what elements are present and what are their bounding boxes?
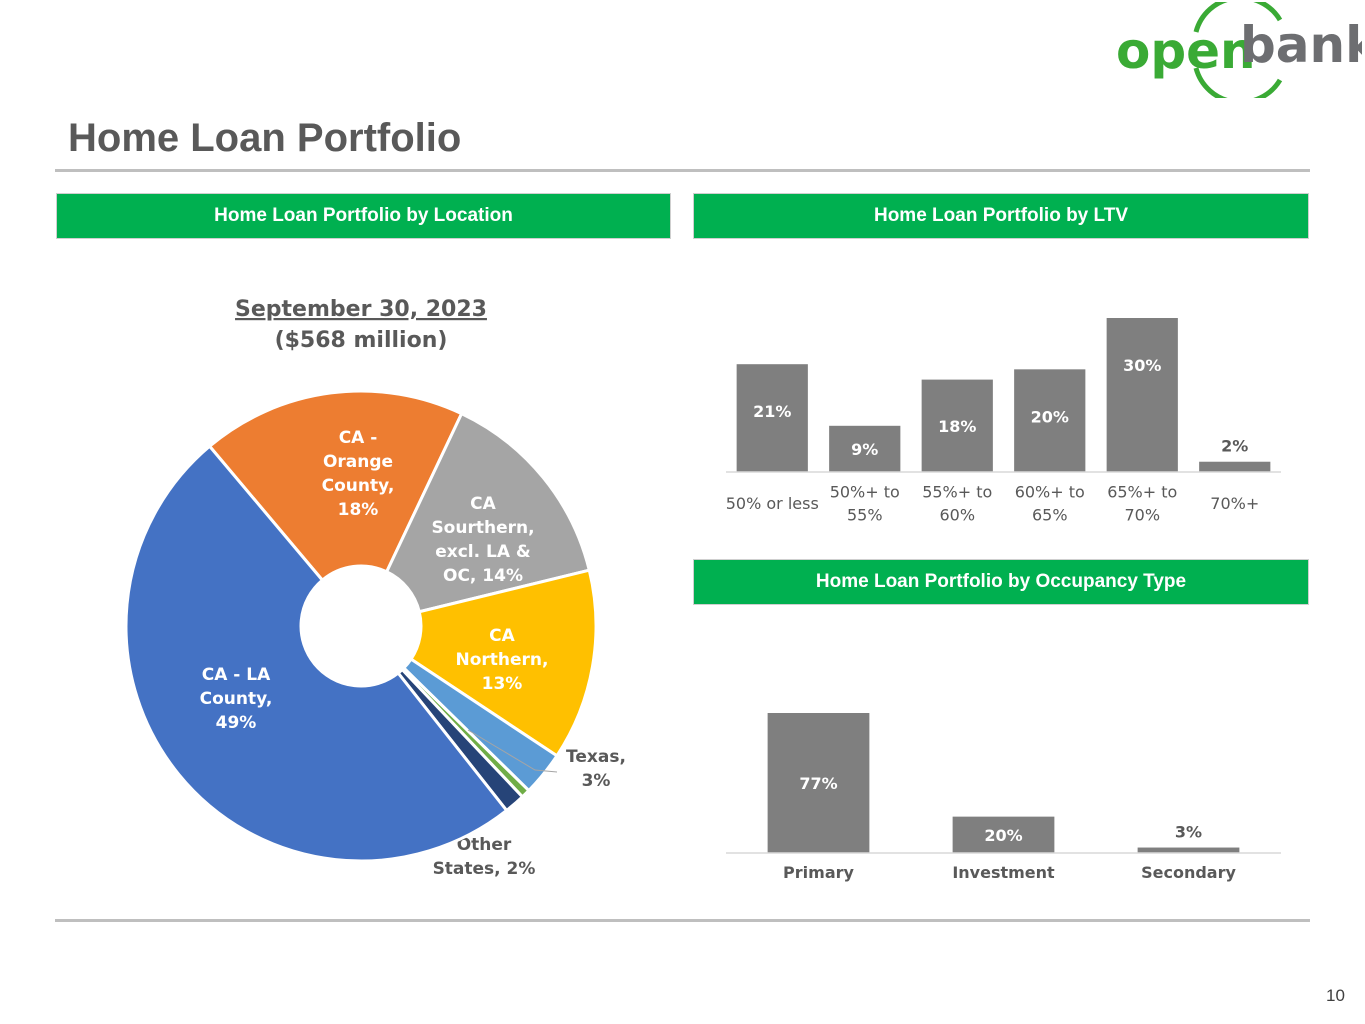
bar xyxy=(767,713,870,853)
category-tick-label-line: 65% xyxy=(1032,506,1068,525)
bar-data-label: 30% xyxy=(1123,356,1161,375)
pie-slice-label-line: Other xyxy=(457,835,512,855)
pie-slice xyxy=(408,568,598,758)
pie-slice-label-line: County, xyxy=(322,476,395,496)
pie-slice-label: CA Sourthern, excl. LA & OC, 14% xyxy=(431,494,534,586)
footer-divider xyxy=(55,919,1310,922)
pie-slice-label-line: Sourthern, xyxy=(431,518,534,538)
pie-slice-label: CA Northern, 13% xyxy=(456,626,549,694)
location-section-header: Home Loan Portfolio by Location xyxy=(56,193,671,239)
pie-slice-label-line: 18% xyxy=(338,500,379,520)
bar-data-label: 77% xyxy=(799,774,837,793)
pie-slice-label-line: County, xyxy=(200,689,273,709)
category-tick-label: 55%+ to 60% xyxy=(922,483,992,525)
category-tick-label-line: 60%+ to xyxy=(1015,483,1085,502)
pie-title: September 30, 2023 xyxy=(235,297,487,322)
pie-slice-label-line: Texas, xyxy=(566,747,626,767)
pie-slice-label-line: CA xyxy=(489,626,515,646)
category-tick-label-line: 55% xyxy=(847,506,883,525)
openbank-logo: open bank xyxy=(1116,2,1362,98)
category-tick-label: 50%+ to 55% xyxy=(830,483,900,525)
occupancy-section-header: Home Loan Portfolio by Occupancy Type xyxy=(693,559,1309,605)
category-tick-label-line: 70%+ xyxy=(1210,494,1259,513)
category-tick-label: Secondary xyxy=(1141,863,1236,882)
bar-data-label: 20% xyxy=(1031,407,1069,426)
location-pie-chart: September 30, 2023 ($568 million) CA - Oran… xyxy=(124,297,626,879)
pie-slice-label-line: CA - xyxy=(339,428,378,448)
logo-text-open: open xyxy=(1116,22,1256,80)
bar-data-label: 3% xyxy=(1175,823,1202,842)
title-divider xyxy=(55,169,1310,172)
pie-slice-label-line: excl. LA & xyxy=(435,542,531,562)
logo-text-bank: bank xyxy=(1240,16,1362,74)
pie-slice-label: CA - Orange County, 18% xyxy=(322,428,395,520)
pie-slice-label-line: 3% xyxy=(582,771,611,791)
category-tick-label: 60%+ to 65% xyxy=(1015,483,1085,525)
category-tick-label-line: Primary xyxy=(783,863,854,882)
page-number: 10 xyxy=(1326,986,1345,1005)
pie-slice-label-line: Orange xyxy=(323,452,393,472)
bar xyxy=(1137,847,1240,853)
bar-data-label: 20% xyxy=(984,826,1022,845)
category-tick-label: 70%+ xyxy=(1210,494,1259,513)
category-tick-label-line: 50%+ to xyxy=(830,483,900,502)
bar xyxy=(952,816,1055,853)
category-tick-label-line: 70% xyxy=(1124,506,1160,525)
category-tick-label: 50% or less xyxy=(726,494,819,513)
bar-data-label: 2% xyxy=(1221,437,1248,456)
pie-slice-label: Texas, 3% xyxy=(566,747,626,791)
category-tick-label: Primary xyxy=(783,863,854,882)
bar xyxy=(736,364,808,472)
bar xyxy=(829,425,901,472)
category-tick-label-line: 55%+ to xyxy=(922,483,992,502)
texas-leader-line xyxy=(467,729,558,773)
pie-slice-label-line: CA xyxy=(470,494,496,514)
bar xyxy=(1106,318,1178,472)
logo-arc-bottom xyxy=(1193,67,1283,98)
category-tick-label-line: 65%+ to xyxy=(1107,483,1177,502)
pie-slice-label: Other States, 2% xyxy=(433,835,536,879)
occupancy-bar-chart: 77% Primary 20% Investment 3% Secondary xyxy=(726,713,1281,882)
pie-slice-label: CA - LA County, 49% xyxy=(200,665,273,733)
pie-slice xyxy=(207,389,464,583)
pie-slice xyxy=(384,411,592,614)
pie-slice-label-line: 13% xyxy=(482,674,523,694)
ltv-section-header: Home Loan Portfolio by LTV xyxy=(693,193,1309,239)
pie-slice-label-line: States, 2% xyxy=(433,859,536,879)
bar-data-label: 18% xyxy=(938,417,976,436)
pie-slice-label-line: Northern, xyxy=(456,650,549,670)
pie-slice xyxy=(124,444,509,863)
pie-slice-label-line: CA - LA xyxy=(202,665,271,685)
pie-slice-label-line: 49% xyxy=(216,713,257,733)
pie-subtitle: ($568 million) xyxy=(275,328,448,353)
bar xyxy=(1199,461,1271,472)
category-tick-label: Investment xyxy=(952,863,1055,882)
category-tick-label-line: 50% or less xyxy=(726,494,819,513)
bar xyxy=(921,379,993,472)
category-tick-label-line: Secondary xyxy=(1141,863,1236,882)
page-title: Home Loan Portfolio xyxy=(68,116,462,160)
logo-arc-top xyxy=(1193,2,1283,33)
bar-data-label: 9% xyxy=(851,440,878,459)
pie-slice-label-line: OC, 14% xyxy=(443,566,523,586)
bar xyxy=(1014,369,1086,472)
bar-data-label: 21% xyxy=(753,402,791,421)
ltv-bar-chart: 21% 50% or less 9% 50%+ to 55% 18% 55%+ to 60% 2… xyxy=(726,318,1281,525)
category-tick-label: 65%+ to 70% xyxy=(1107,483,1177,525)
category-tick-label-line: 60% xyxy=(939,506,975,525)
category-tick-label-line: Investment xyxy=(952,863,1055,882)
